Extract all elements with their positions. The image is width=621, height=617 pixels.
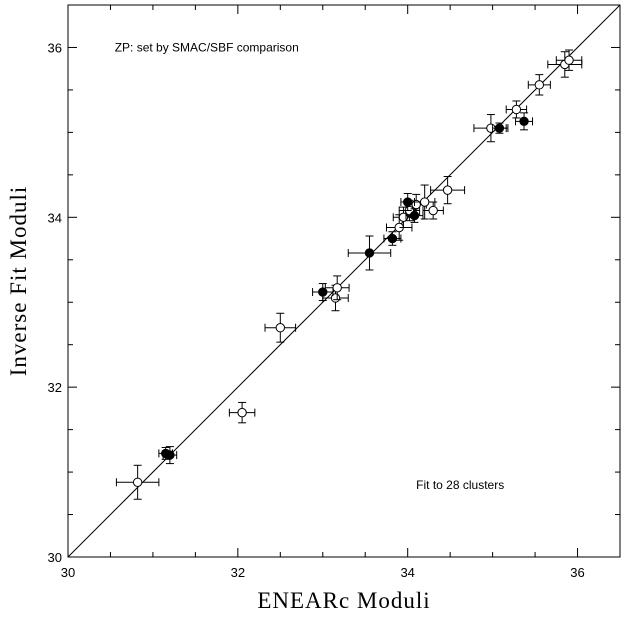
filled-data-point <box>493 123 507 133</box>
x-tick-label: 30 <box>61 565 75 580</box>
open-data-point <box>229 402 254 422</box>
data-points <box>116 50 581 499</box>
open-marker <box>420 198 428 206</box>
open-data-point <box>116 465 158 499</box>
x-tick-label: 36 <box>570 565 584 580</box>
y-tick-label: 34 <box>48 210 62 225</box>
open-data-point <box>265 313 296 342</box>
filled-data-point <box>516 113 533 130</box>
y-tick-label: 36 <box>48 40 62 55</box>
open-marker <box>443 186 451 194</box>
open-data-point <box>556 50 581 70</box>
y-axis-title: Inverse Fit Moduli <box>6 186 31 377</box>
y-tick-label: 30 <box>48 550 62 565</box>
open-marker <box>429 206 437 214</box>
filled-marker <box>410 211 418 219</box>
annotation-text: Fit to 28 clusters <box>416 478 504 492</box>
open-marker <box>333 284 341 292</box>
filled-marker <box>388 234 396 242</box>
open-marker <box>276 324 284 332</box>
y-tick-label: 32 <box>48 380 62 395</box>
open-marker <box>133 478 141 486</box>
open-marker <box>565 56 573 64</box>
x-tick-label: 32 <box>231 565 245 580</box>
filled-marker <box>495 124 503 132</box>
filled-marker <box>520 117 528 125</box>
annotations: ZP: set by SMAC/SBF comparison Fit to 28 … <box>115 41 505 492</box>
filled-marker <box>365 249 373 257</box>
open-marker <box>238 408 246 416</box>
filled-marker <box>319 288 327 296</box>
open-marker <box>512 105 520 113</box>
x-axis-title: ENEARc Moduli <box>257 588 430 613</box>
filled-marker <box>403 198 411 206</box>
open-data-point <box>548 52 582 77</box>
open-marker <box>535 81 543 89</box>
filled-data-point <box>384 232 401 246</box>
annotation-text: ZP: set by SMAC/SBF comparison <box>115 41 299 55</box>
open-data-point <box>431 177 465 204</box>
x-tick-label: 34 <box>400 565 414 580</box>
filled-marker <box>166 451 174 459</box>
